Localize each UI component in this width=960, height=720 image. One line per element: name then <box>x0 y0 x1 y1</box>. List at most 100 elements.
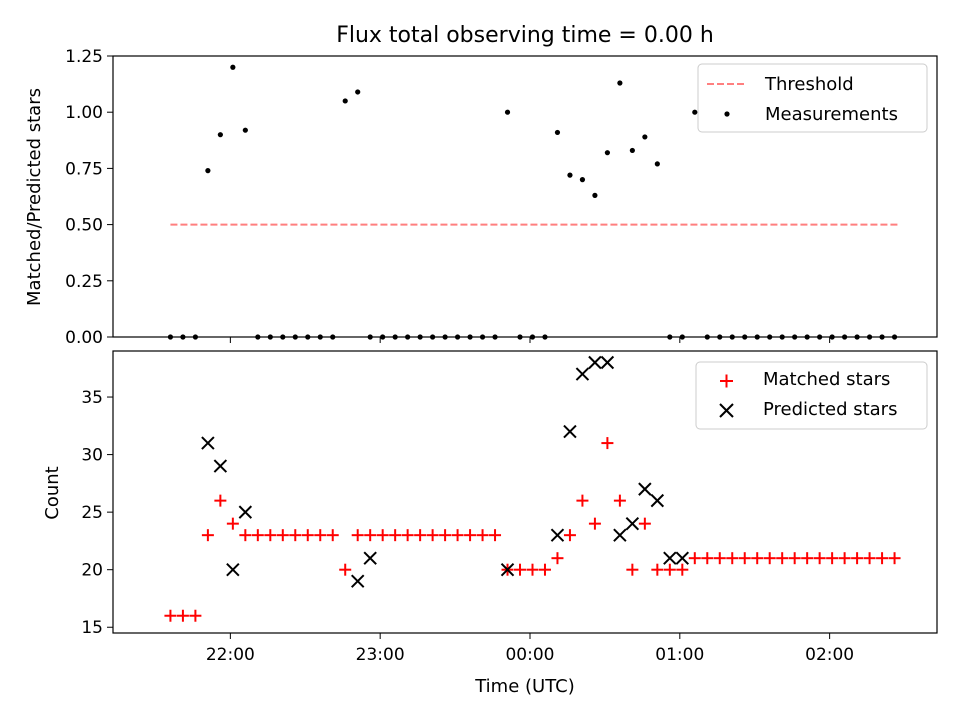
matched-star-marker <box>788 552 801 565</box>
matched-star-marker <box>264 529 277 542</box>
x-tick-label: 22:00 <box>206 645 255 665</box>
predicted-star-marker <box>350 574 365 588</box>
measurement-point <box>280 334 286 340</box>
matched-star-marker <box>251 529 264 542</box>
matched-legend-label: Matched stars <box>763 369 890 390</box>
matched-star-marker <box>876 552 889 565</box>
matched-star-marker <box>538 563 551 576</box>
predicted-star-marker <box>650 493 665 508</box>
top-y-tick-label: 0.75 <box>65 159 103 179</box>
predicted-star-marker <box>363 551 377 565</box>
matched-star-marker <box>888 552 901 565</box>
matched-star-marker <box>489 529 502 542</box>
measurement-point <box>529 334 536 340</box>
matched-star-marker <box>801 552 814 565</box>
top-y-tick-label: 1.00 <box>65 103 103 123</box>
matched-star-marker <box>314 529 327 542</box>
top-y-tick-label: 1.25 <box>65 47 103 67</box>
measurement-point <box>342 98 348 104</box>
x-tick-label: 02:00 <box>805 645 854 665</box>
threshold-legend-label: Threshold <box>764 74 854 95</box>
matched-star-marker <box>464 529 477 542</box>
predicted-star-marker <box>663 551 677 565</box>
matched-star-marker <box>226 517 239 530</box>
predicted-star-marker <box>563 424 577 439</box>
predicted-star-marker <box>638 482 652 496</box>
measurement-point <box>517 334 523 340</box>
measurement-point <box>317 334 323 340</box>
measurement-point <box>617 80 623 86</box>
x-tick-label: 00:00 <box>505 645 554 665</box>
measurement-point <box>804 334 810 340</box>
measurement-point <box>842 334 848 340</box>
matched-star-marker <box>726 552 739 565</box>
top-y-axis-label: Matched/Predicted stars <box>24 88 45 306</box>
measurement-point <box>767 334 773 340</box>
matched-star-marker <box>838 552 851 565</box>
bottom-legend-box <box>695 361 928 430</box>
matched-star-marker <box>426 529 439 542</box>
measurement-point <box>792 334 798 340</box>
measurement-point <box>554 129 561 136</box>
top-y-tick-label: 0.00 <box>65 328 103 348</box>
matched-star-marker <box>701 552 714 565</box>
matched-star-marker <box>189 609 202 622</box>
matched-star-marker <box>326 529 339 542</box>
matched-star-marker <box>451 529 464 542</box>
matched-legend-swatch <box>720 374 733 388</box>
predicted-star-marker <box>226 562 240 577</box>
predicted-legend-label: Predicted stars <box>763 399 897 420</box>
bottom-y-axis-label: Count <box>42 466 63 519</box>
matched-star-marker <box>476 529 489 542</box>
measurement-point <box>504 109 511 115</box>
bottom-y-tick-label: 25 <box>81 503 103 523</box>
matched-star-marker <box>738 552 751 565</box>
measurement-point <box>717 334 723 340</box>
measurement-point <box>255 334 261 340</box>
matched-star-marker <box>389 529 402 542</box>
x-axis-label: Time (UTC) <box>474 676 575 697</box>
predicted-star-marker <box>600 355 615 370</box>
top-y-tick-label: 0.50 <box>65 216 103 236</box>
measurement-point <box>405 334 411 340</box>
measurement-point <box>467 334 473 340</box>
measurement-point <box>779 334 785 340</box>
predicted-star-marker <box>500 562 515 577</box>
measurement-point <box>592 192 598 198</box>
matched-star-marker <box>339 563 352 576</box>
measurement-point <box>330 334 336 340</box>
matched-star-marker <box>439 529 452 542</box>
measurement-point <box>817 334 823 340</box>
top-legend: Threshold Measurements <box>697 63 928 133</box>
measurement-point <box>492 334 498 340</box>
measurement-point <box>242 127 248 133</box>
matched-star-marker <box>813 552 826 565</box>
matched-star-marker <box>601 437 614 450</box>
measurement-point <box>604 150 611 156</box>
measurements-legend-label: Measurements <box>765 104 898 125</box>
measurement-point <box>829 334 835 340</box>
predicted-star-marker <box>213 459 228 473</box>
measurement-point <box>292 334 298 340</box>
matched-star-marker <box>763 552 776 565</box>
measurement-point <box>442 334 448 340</box>
measurement-point <box>192 334 198 340</box>
matched-star-marker <box>414 529 427 542</box>
predicted-star-marker <box>675 551 690 565</box>
top-legend-box <box>697 63 928 133</box>
top-y-tick-label: 0.25 <box>65 272 103 292</box>
measurement-point <box>742 334 748 340</box>
measurement-point <box>879 334 885 340</box>
predicted-star-marker <box>613 528 627 542</box>
matched-star-marker <box>301 529 314 542</box>
measurement-point <box>854 334 860 340</box>
measurement-point <box>579 177 586 183</box>
predicted-legend-swatch <box>719 403 734 418</box>
measurement-point <box>380 334 386 340</box>
measurement-point <box>392 334 398 340</box>
matched-star-marker <box>351 529 364 542</box>
matched-star-marker <box>826 552 839 565</box>
measurement-point <box>479 334 486 340</box>
predicted-star-marker <box>238 505 253 519</box>
measurement-point <box>704 334 710 340</box>
